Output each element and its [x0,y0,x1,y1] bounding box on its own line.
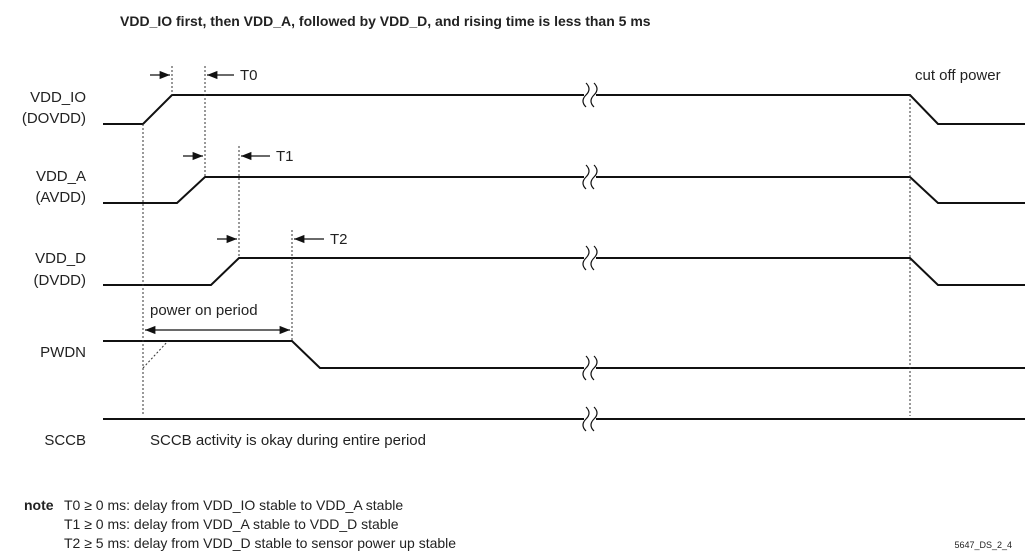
waveform [103,340,1025,369]
annotation: cut off power [915,67,1001,84]
signal-label: PWDN [40,344,86,361]
marker-label: T2 [330,231,348,248]
title: VDD_IO first, then VDD_A, followed by VD… [120,13,651,29]
note-label: note [24,497,54,513]
note-line: T1 ≥ 0 ms: delay from VDD_A stable to VD… [64,516,399,532]
waveform [103,257,1025,286]
signal-label: VDD_D [35,250,86,267]
guides [142,66,911,416]
annotation: power on period [150,302,258,319]
marker-label: T0 [240,67,258,84]
note-line: T0 ≥ 0 ms: delay from VDD_IO stable to V… [64,497,403,513]
signal-label: VDD_A [36,168,86,185]
break-marks [582,82,598,432]
note-line: T2 ≥ 5 ms: delay from VDD_D stable to se… [64,535,456,551]
signal-label: SCCB [44,432,86,449]
signal-label: VDD_IO [30,89,86,106]
signal-alias: (AVDD) [35,189,86,206]
timing-arrows [145,70,324,335]
signal-alias: (DVDD) [34,272,87,289]
waveform [103,176,1025,204]
signal-alias: (DOVDD) [22,110,86,127]
annotation: SCCB activity is okay during entire peri… [150,432,426,449]
marker-label: T1 [276,148,294,165]
figure-id: 5647_DS_2_4 [954,540,1012,550]
waveform [103,94,1025,125]
